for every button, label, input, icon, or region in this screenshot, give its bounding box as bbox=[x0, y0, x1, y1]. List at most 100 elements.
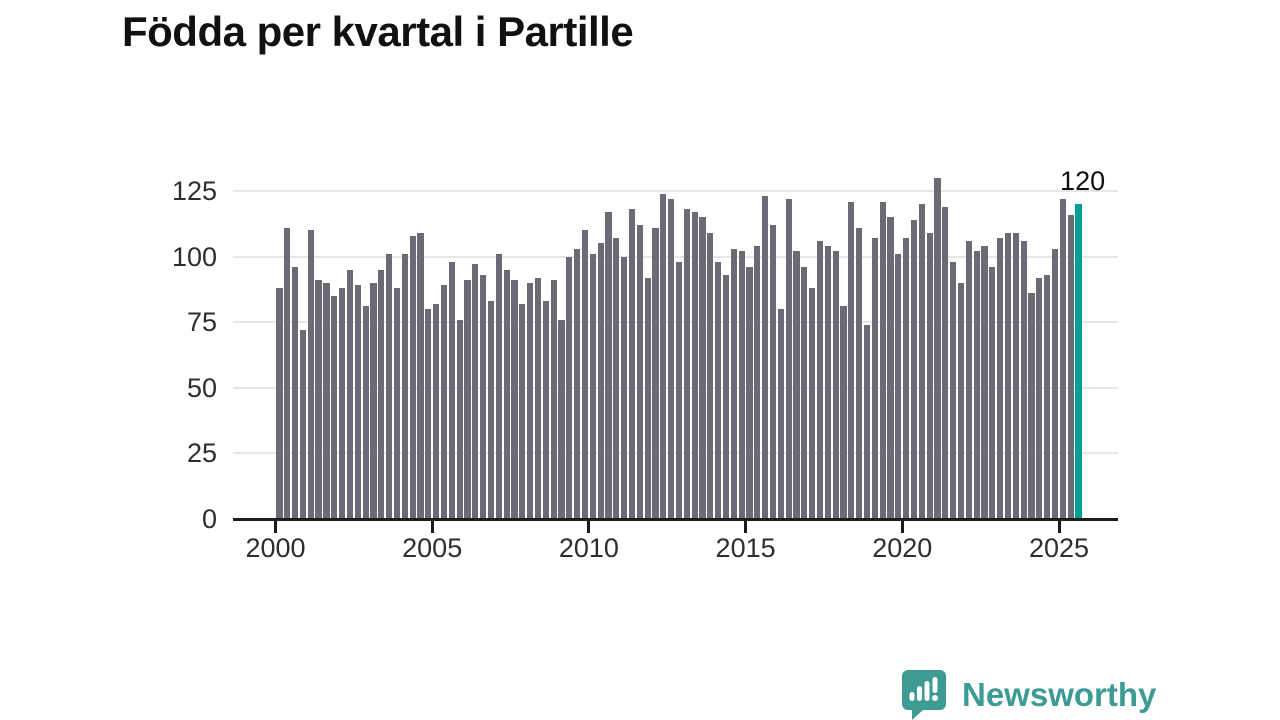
bar bbox=[362, 306, 369, 519]
bar bbox=[934, 177, 941, 519]
bar bbox=[660, 193, 667, 519]
x-axis-tick-label: 2015 bbox=[715, 533, 776, 563]
bar bbox=[722, 274, 730, 519]
bar bbox=[856, 227, 863, 519]
bar bbox=[989, 267, 996, 519]
bar bbox=[487, 301, 495, 519]
bar bbox=[480, 274, 487, 519]
bar bbox=[440, 285, 448, 519]
bar bbox=[566, 256, 573, 519]
bar bbox=[605, 211, 612, 519]
bar bbox=[464, 280, 471, 519]
bar bbox=[668, 198, 675, 519]
bar bbox=[1028, 293, 1035, 519]
bar bbox=[628, 209, 636, 519]
bar bbox=[401, 253, 408, 519]
bar bbox=[307, 230, 314, 519]
x-axis-tick-label: 2000 bbox=[245, 533, 306, 563]
bar bbox=[1004, 232, 1012, 519]
bar bbox=[574, 248, 581, 519]
bar bbox=[887, 217, 894, 519]
bar bbox=[613, 238, 620, 519]
bar bbox=[816, 240, 824, 519]
bar bbox=[1020, 240, 1027, 519]
bar bbox=[425, 309, 432, 519]
x-axis-tick bbox=[1057, 521, 1061, 533]
bar bbox=[730, 248, 737, 519]
bar bbox=[1051, 248, 1059, 519]
bar bbox=[386, 253, 393, 519]
bar bbox=[699, 217, 706, 519]
bar bbox=[848, 201, 855, 519]
bar bbox=[691, 211, 698, 519]
brand-logo: Newsworthy bbox=[901, 669, 1156, 720]
bar bbox=[433, 303, 440, 519]
bar bbox=[456, 319, 463, 519]
bar bbox=[417, 232, 424, 519]
chart-title: Födda per kvartal i Partille bbox=[122, 8, 634, 55]
bar bbox=[284, 227, 291, 519]
bar bbox=[973, 251, 980, 519]
bar bbox=[903, 238, 910, 519]
x-axis-tick-label: 2020 bbox=[872, 533, 933, 563]
bar bbox=[393, 288, 401, 519]
y-axis-tick-label: 75 bbox=[186, 307, 217, 338]
x-axis-tick bbox=[430, 521, 434, 533]
y-axis-tick-label: 50 bbox=[186, 372, 217, 403]
bar bbox=[895, 253, 902, 519]
bar bbox=[871, 238, 878, 519]
bar bbox=[863, 324, 871, 519]
bar bbox=[527, 282, 534, 519]
bar bbox=[331, 295, 338, 519]
bar bbox=[738, 251, 745, 519]
bar bbox=[370, 282, 377, 519]
bar bbox=[378, 269, 385, 519]
bar bbox=[581, 230, 589, 519]
bar bbox=[1036, 277, 1043, 519]
x-axis-tick bbox=[744, 521, 748, 533]
x-axis-tick-label: 2025 bbox=[1028, 533, 1090, 563]
bar bbox=[558, 319, 565, 519]
x-axis-tick-label: 2010 bbox=[558, 533, 619, 563]
y-axis-tick-label: 125 bbox=[171, 176, 217, 206]
bar bbox=[707, 232, 714, 519]
bar bbox=[542, 301, 549, 519]
x-axis-line bbox=[233, 518, 1118, 521]
bar bbox=[777, 309, 784, 519]
bar bbox=[346, 269, 354, 519]
bar bbox=[918, 204, 925, 519]
bar bbox=[597, 243, 604, 519]
bar bbox=[1044, 274, 1051, 519]
x-axis-tick bbox=[587, 521, 591, 533]
bar bbox=[997, 238, 1004, 519]
gridline-y50 bbox=[233, 386, 1118, 389]
gridline-y75 bbox=[233, 321, 1118, 324]
bar bbox=[683, 209, 690, 519]
x-axis-tick bbox=[274, 521, 277, 533]
bar bbox=[589, 253, 596, 519]
bar bbox=[495, 253, 502, 519]
gridline-y25 bbox=[233, 452, 1118, 455]
bar bbox=[511, 280, 518, 519]
bar bbox=[472, 264, 479, 519]
bar bbox=[621, 256, 628, 519]
bar bbox=[276, 288, 283, 519]
bar-highlighted bbox=[1075, 204, 1082, 519]
bar bbox=[636, 225, 643, 519]
bar bbox=[534, 277, 542, 519]
bar bbox=[926, 232, 933, 519]
bar bbox=[754, 246, 761, 519]
bar bbox=[448, 261, 455, 519]
bar bbox=[785, 198, 792, 519]
y-axis-tick-label: 100 bbox=[171, 241, 217, 272]
y-axis-tick-label: 25 bbox=[186, 438, 217, 469]
bar bbox=[675, 261, 683, 519]
bar bbox=[957, 282, 965, 519]
bar bbox=[809, 288, 816, 519]
x-axis-tick-label: 2005 bbox=[402, 533, 463, 563]
bar bbox=[339, 288, 346, 519]
bar bbox=[409, 235, 416, 519]
bar bbox=[942, 206, 949, 519]
bar bbox=[746, 267, 753, 519]
bar bbox=[769, 225, 777, 519]
